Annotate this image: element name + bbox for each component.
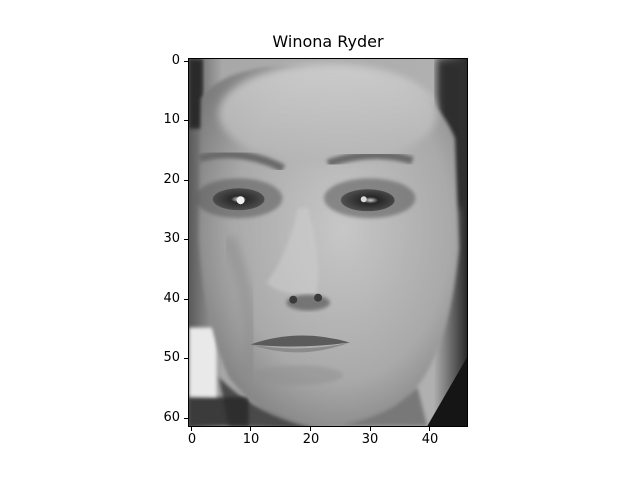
x-tick-mark xyxy=(191,427,192,431)
y-tick-label: 30 xyxy=(163,231,180,246)
y-tick-label: 40 xyxy=(163,291,180,306)
x-tick-mark xyxy=(370,427,371,431)
x-tick-mark xyxy=(250,427,251,431)
x-tick-label: 40 xyxy=(421,432,439,447)
x-tick-mark xyxy=(310,427,311,431)
y-tick-label: 20 xyxy=(163,172,180,187)
image-axes xyxy=(188,58,468,427)
y-tick-mark xyxy=(184,358,188,359)
y-tick-mark xyxy=(184,180,188,181)
y-tick-mark xyxy=(184,418,188,419)
x-tick-label: 20 xyxy=(302,432,320,447)
x-tick-label: 0 xyxy=(187,432,197,447)
y-tick-label: 0 xyxy=(171,53,180,68)
y-tick-mark xyxy=(184,61,188,62)
y-tick-label: 50 xyxy=(163,350,180,365)
y-tick-mark xyxy=(184,299,188,300)
y-tick-mark xyxy=(184,239,188,240)
face-image xyxy=(189,59,467,426)
y-tick-label: 10 xyxy=(163,112,180,127)
y-tick-mark xyxy=(184,120,188,121)
x-tick-label: 30 xyxy=(361,432,379,447)
x-tick-mark xyxy=(429,427,430,431)
x-tick-label: 10 xyxy=(242,432,260,447)
y-tick-label: 60 xyxy=(163,410,180,425)
plot-title: Winona Ryder xyxy=(272,32,384,51)
